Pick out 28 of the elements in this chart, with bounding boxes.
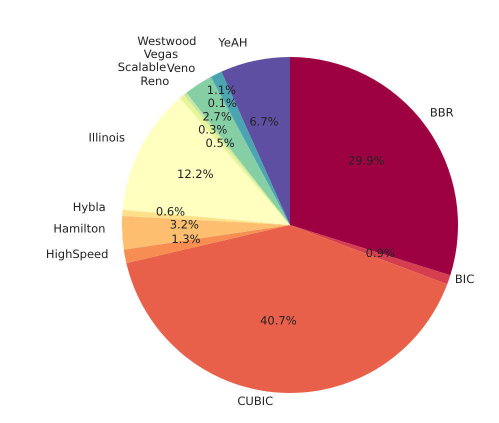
slice-label: Reno <box>140 74 170 88</box>
pie-slice <box>290 225 450 284</box>
slice-label: Vegas <box>144 47 178 62</box>
data-label: 40.7% <box>260 314 297 328</box>
data-label: 12.2% <box>177 167 214 182</box>
slice-label: Illinois <box>88 130 126 144</box>
slice-label: HighSpeed <box>46 246 108 261</box>
slice-label: Hybla <box>72 200 106 214</box>
slice-label: CUBIC <box>237 394 274 408</box>
data-label: 0.1% <box>208 96 237 110</box>
data-label: 1.3% <box>171 232 201 246</box>
data-label: 2.7% <box>202 109 232 124</box>
pie-slice <box>122 216 290 250</box>
data-label: 0.9% <box>366 246 395 260</box>
slice-label: BBR <box>430 106 454 120</box>
pie-slice <box>290 57 458 276</box>
slice-label: Hamilton <box>53 222 106 236</box>
data-label: 6.7% <box>249 114 279 128</box>
data-label: 0.3% <box>198 122 228 137</box>
slice-label: Scalable <box>118 60 166 74</box>
data-label: 3.2% <box>170 218 199 232</box>
data-label: 0.6% <box>156 204 186 219</box>
data-label: 29.9% <box>348 153 385 168</box>
slice-label: Veno <box>166 61 196 76</box>
data-label: 0.5% <box>206 136 235 150</box>
slice-label: Westwood <box>137 34 196 48</box>
slice-label: BIC <box>454 272 474 286</box>
slice-label: YeAH <box>217 36 248 50</box>
